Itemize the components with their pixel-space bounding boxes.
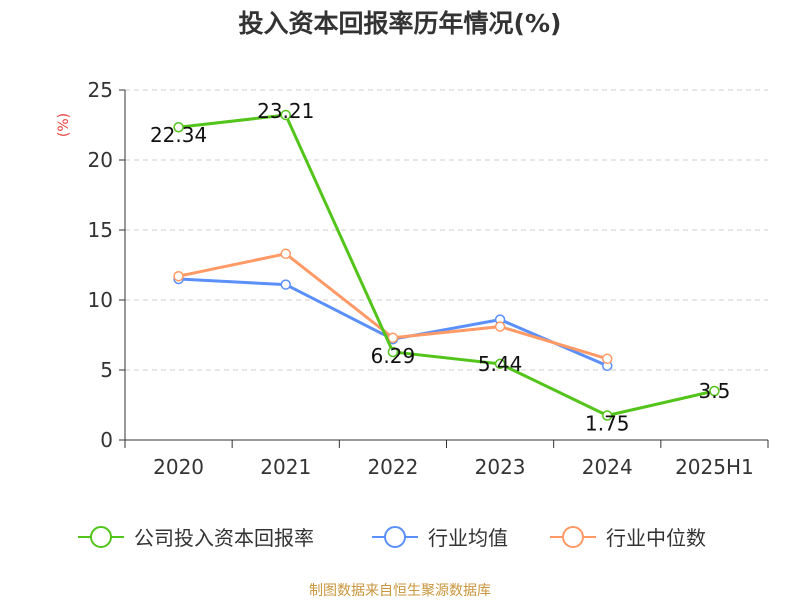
data-label: 22.34 <box>150 123 207 147</box>
x-tick-label: 2022 <box>367 455 418 479</box>
data-point <box>494 358 506 370</box>
grid-lines <box>125 89 768 371</box>
axes: 0 5 10 15 20 25 (%) 2020 2021 2022 2023 2024 2025H1 <box>56 78 769 479</box>
x-tick-label: 2023 <box>475 455 526 479</box>
legend-label: 行业均值 <box>428 526 508 550</box>
y-tick-label: 5 <box>100 358 113 382</box>
legend-item[interactable]: 行业中位数 <box>550 526 706 550</box>
y-tick-label: 25 <box>88 78 113 102</box>
legend-item[interactable]: 公司投入资本回报率 <box>78 526 314 550</box>
data-point <box>709 385 720 397</box>
x-tick-label: 2020 <box>153 455 204 479</box>
data-label: 6.29 <box>371 344 416 368</box>
data-point <box>494 321 506 332</box>
source-note: 制图数据来自恒生聚源数据库 <box>309 583 491 599</box>
data-point <box>602 410 613 421</box>
data-point <box>387 332 399 344</box>
data-point <box>280 109 291 121</box>
data-label: 3.5 <box>699 379 731 403</box>
y-tick-label: 15 <box>88 218 113 242</box>
legend[interactable]: 公司投入资本回报率 行业均值 行业中位数 <box>78 526 706 550</box>
x-tick-label: 2025H1 <box>675 455 754 479</box>
legend-item[interactable]: 行业均值 <box>372 526 508 550</box>
legend-label: 公司投入资本回报率 <box>134 526 314 550</box>
data-point <box>173 270 184 282</box>
y-tick-label: 20 <box>88 148 113 172</box>
series-lines <box>173 109 720 421</box>
legend-marker <box>90 526 112 548</box>
data-point <box>280 248 291 260</box>
legend-label: 行业中位数 <box>606 526 706 550</box>
x-tick-label: 2021 <box>260 455 311 479</box>
data-point <box>280 279 291 290</box>
legend-marker <box>384 526 406 548</box>
data-label: 23.21 <box>257 99 314 123</box>
data-point <box>602 353 613 365</box>
data-point <box>173 121 184 133</box>
data-labels: 22.34 23.21 6.29 5.44 1.75 3.5 <box>150 99 730 435</box>
y-axis-label: (%) <box>56 113 72 137</box>
y-tick-label: 0 <box>100 428 113 452</box>
y-tick-label: 10 <box>88 288 113 312</box>
x-tick-label: 2024 <box>582 455 633 479</box>
data-label: 1.75 <box>585 412 630 436</box>
chart-title: 投入资本回报率历年情况(%) <box>238 9 562 38</box>
legend-marker <box>562 526 584 548</box>
data-point <box>387 346 399 358</box>
data-label: 5.44 <box>478 352 523 376</box>
series-line <box>178 113 715 417</box>
